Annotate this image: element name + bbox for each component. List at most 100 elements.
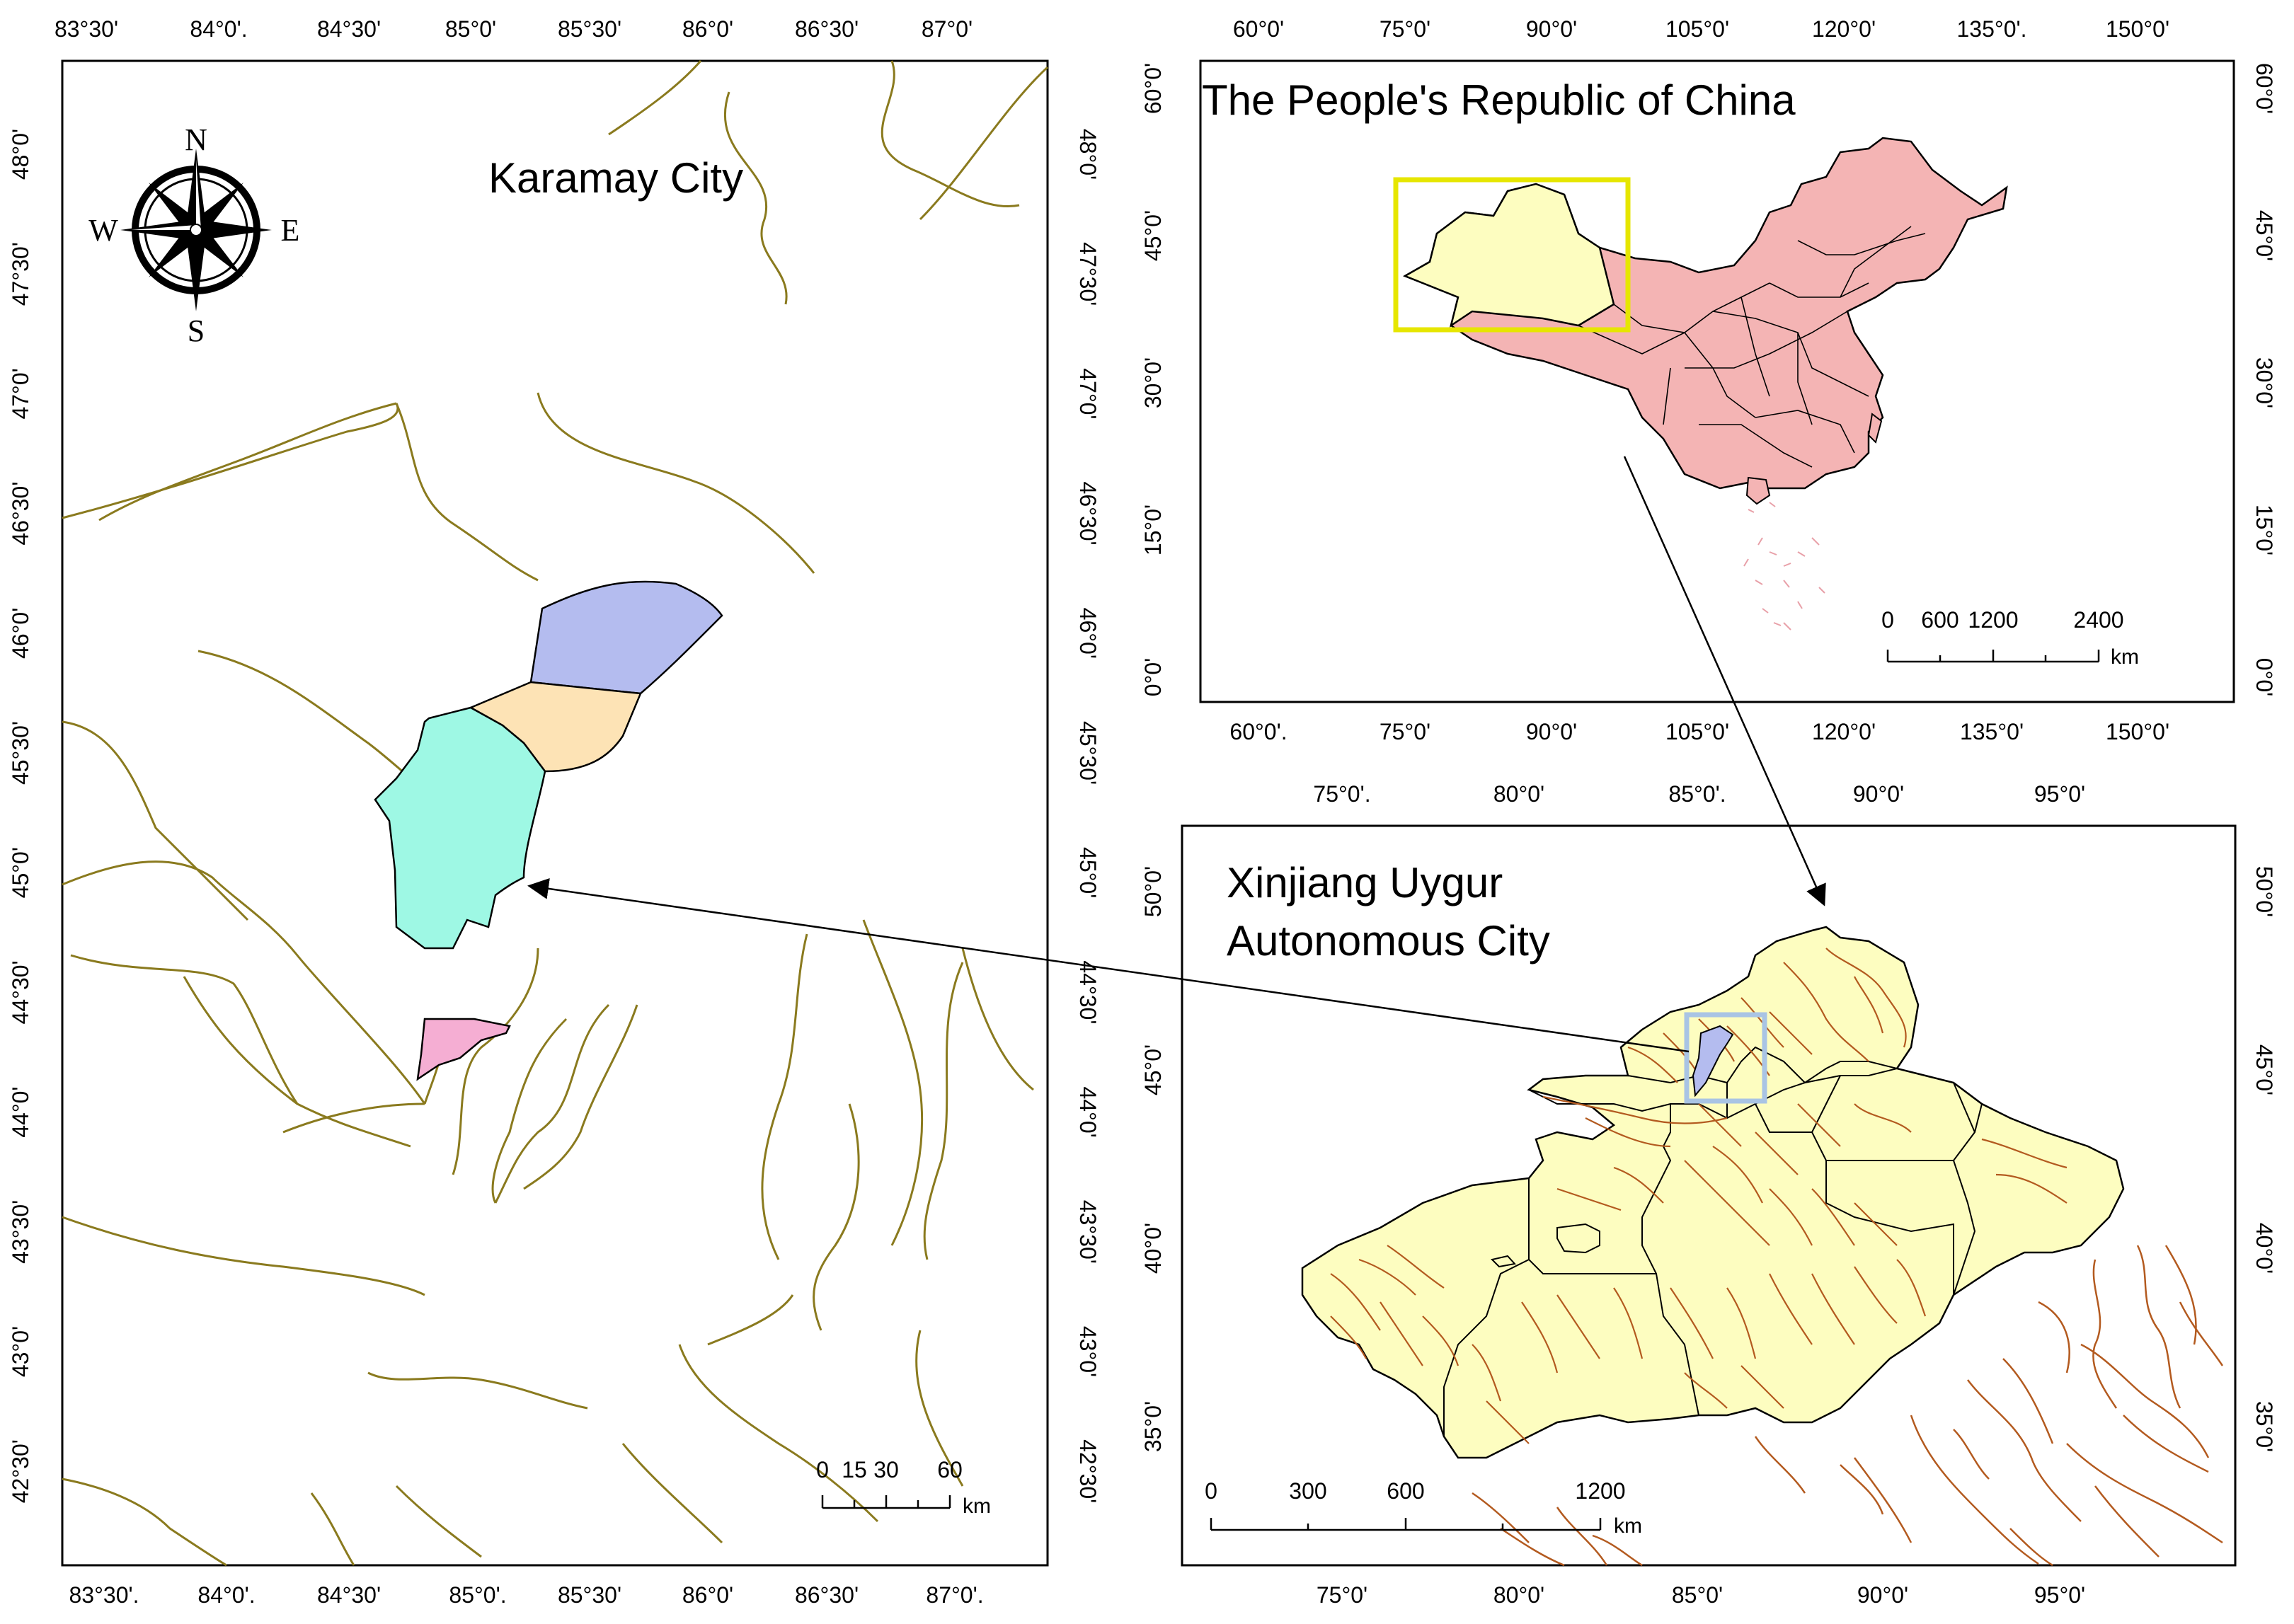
lon-tick-label: 150°0' [2106,719,2169,744]
lon-tick-label: 135°0'. [1957,16,2027,42]
xinjiang-map-panel: Xinjiang Uygur Autonomous City [1140,781,2277,1608]
karamay-scale-label: 0 [816,1457,829,1482]
taiwan-island [1867,413,1883,444]
xinjiang-top-ticks: 75°0'. 80°0' 85°0'. 90°0' 95°0' [1313,781,2085,807]
lon-tick-label: 86°30' [795,16,859,42]
lat-tick-label: 47°0' [8,368,33,419]
lon-tick-label: 60°0'. [1229,719,1287,744]
lat-tick-label: 45°0' [1140,210,1166,261]
lat-tick-label: 46°0' [1075,608,1101,659]
china-left-ticks: 60°0' 45°0' 30°0' 15°0' 0°0' [1140,63,1166,696]
china-map-panel: The People's Republic of China [1140,16,2277,744]
china-scale-unit: km [2111,645,2139,669]
compass-s-label: S [188,313,205,348]
xinjiang-scale-label: 600 [1387,1478,1424,1504]
lon-tick-label: 105°0' [1665,719,1729,744]
lat-tick-label: 45°0' [2252,1044,2277,1095]
xinjiang-scale-unit: km [1614,1514,1642,1538]
china-scale-label: 0 [1881,607,1894,633]
lat-tick-label: 30°0' [1140,357,1166,408]
lat-tick-label: 35°0' [1140,1401,1166,1452]
lat-tick-label: 60°0' [2252,63,2277,114]
karamay-bottom-ticks: 83°30'. 84°0'. 84°30' 85°0'. 85°30' 86°0… [69,1582,984,1608]
lat-tick-label: 44°30' [1075,960,1101,1024]
xinjiang-rivers [1330,948,2068,1444]
lat-tick-label: 48°0' [8,129,33,180]
china-scale-label: 1200 [1968,607,2018,633]
lat-tick-label: 42°30' [8,1439,33,1503]
lon-tick-label: 85°0'. [449,1582,506,1608]
xinjiang-region [1403,183,1615,328]
china-scale-label: 2400 [2073,607,2123,633]
xinjiang-highlight-box [1393,177,1631,333]
lon-tick-label: 120°0' [1812,719,1876,744]
lat-tick-label: 45°0' [8,847,33,898]
hainan-island [1745,476,1771,505]
xinjiang-scale-label: 0 [1205,1478,1217,1504]
lon-tick-label: 80°0' [1493,1582,1544,1608]
karamay-top-ticks: 83°30' 84°0'. 84°30' 85°0' 85°30' 86°0' … [55,16,973,42]
xinjiang-left-ticks: 50°0' 45°0' 40°0' 35°0' [1140,866,1166,1452]
lat-tick-label: 40°0' [2252,1223,2277,1274]
karamay-scale-bar [821,1495,951,1509]
karamay-highlight-box [1684,1012,1767,1104]
karamay-scale-label: 15 [842,1457,867,1482]
lon-tick-label: 75°0'. [1313,781,1370,807]
south-china-sea-islands [1743,502,1825,630]
lon-tick-label: 105°0' [1665,16,1729,42]
lon-tick-label: 85°0'. [1668,781,1726,807]
lon-tick-label: 86°0' [682,1582,733,1608]
lat-tick-label: 43°0' [1075,1326,1101,1377]
lon-tick-label: 135°0' [1960,719,2024,744]
lon-tick-label: 87°0'. [926,1582,983,1608]
lon-tick-label: 83°30' [55,16,118,42]
lon-tick-label: 87°0' [922,16,973,42]
china-to-xinjiang-arrow [1623,456,1826,906]
lat-tick-label: 46°30' [8,482,33,546]
karamay-title: Karamay City [488,154,743,202]
lon-tick-label: 75°0' [1317,1582,1367,1608]
xinjiang-bottom-ticks: 75°0' 80°0' 85°0' 90°0' 95°0' [1317,1582,2085,1608]
lat-tick-label: 47°30' [1075,242,1101,306]
lat-tick-label: 50°0' [2252,866,2277,917]
lat-tick-label: 44°0' [8,1086,33,1137]
karamay-districts [374,580,723,1081]
lat-tick-label: 60°0' [1140,63,1166,114]
karamay-map-frame [61,59,1049,1567]
lat-tick-label: 43°30' [1075,1200,1101,1264]
lon-tick-label: 75°0' [1380,16,1430,42]
karamay-scale-label: 60 [937,1457,963,1482]
karamay-left-ticks: 48°0' 47°30' 47°0' 46°30' 46°0' 45°30' 45°0' 44… [8,129,33,1503]
lat-tick-label: 46°0' [8,608,33,659]
external-rivers [1472,1245,2224,1567]
lat-tick-label: 45°0' [2252,210,2277,261]
xinjiang-scale-label: 1200 [1575,1478,1625,1504]
lon-tick-label: 85°30' [558,1582,621,1608]
lon-tick-label: 95°0' [2034,781,2085,807]
lat-tick-label: 46°30' [1075,482,1101,546]
lat-tick-label: 47°30' [8,242,33,306]
lon-tick-label: 84°0'. [190,16,247,42]
district-wuerhe [529,580,723,695]
lat-tick-label: 40°0' [1140,1223,1166,1274]
lon-tick-label: 85°30' [558,16,621,42]
lat-tick-label: 15°0' [1140,505,1166,555]
lon-tick-label: 84°30' [317,16,381,42]
china-province-borders [1578,226,1926,468]
lon-tick-label: 95°0' [2034,1582,2085,1608]
lat-tick-label: 43°30' [8,1200,33,1264]
lat-tick-label: 0°0' [2252,658,2277,697]
lat-tick-label: 45°30' [1075,721,1101,785]
lon-tick-label: 85°0' [445,16,496,42]
lon-tick-label: 84°0'. [197,1582,255,1608]
lon-tick-label: 90°0' [1526,16,1577,42]
xinjiang-scale-label: 300 [1289,1478,1326,1504]
lat-tick-label: 48°0' [1075,129,1101,180]
lat-tick-label: 30°0' [2252,357,2277,408]
xinjiang-scale-bar [1210,1518,1602,1531]
compass-e-label: E [281,213,300,248]
compass-w-label: W [88,213,118,248]
lat-tick-label: 45°30' [8,721,33,785]
lat-tick-label: 0°0' [1140,658,1166,697]
karamay-right-ticks: 48°0' 47°30' 47°0' 46°30' 46°0' 45°30' 45°0' 44… [1075,129,1101,1503]
